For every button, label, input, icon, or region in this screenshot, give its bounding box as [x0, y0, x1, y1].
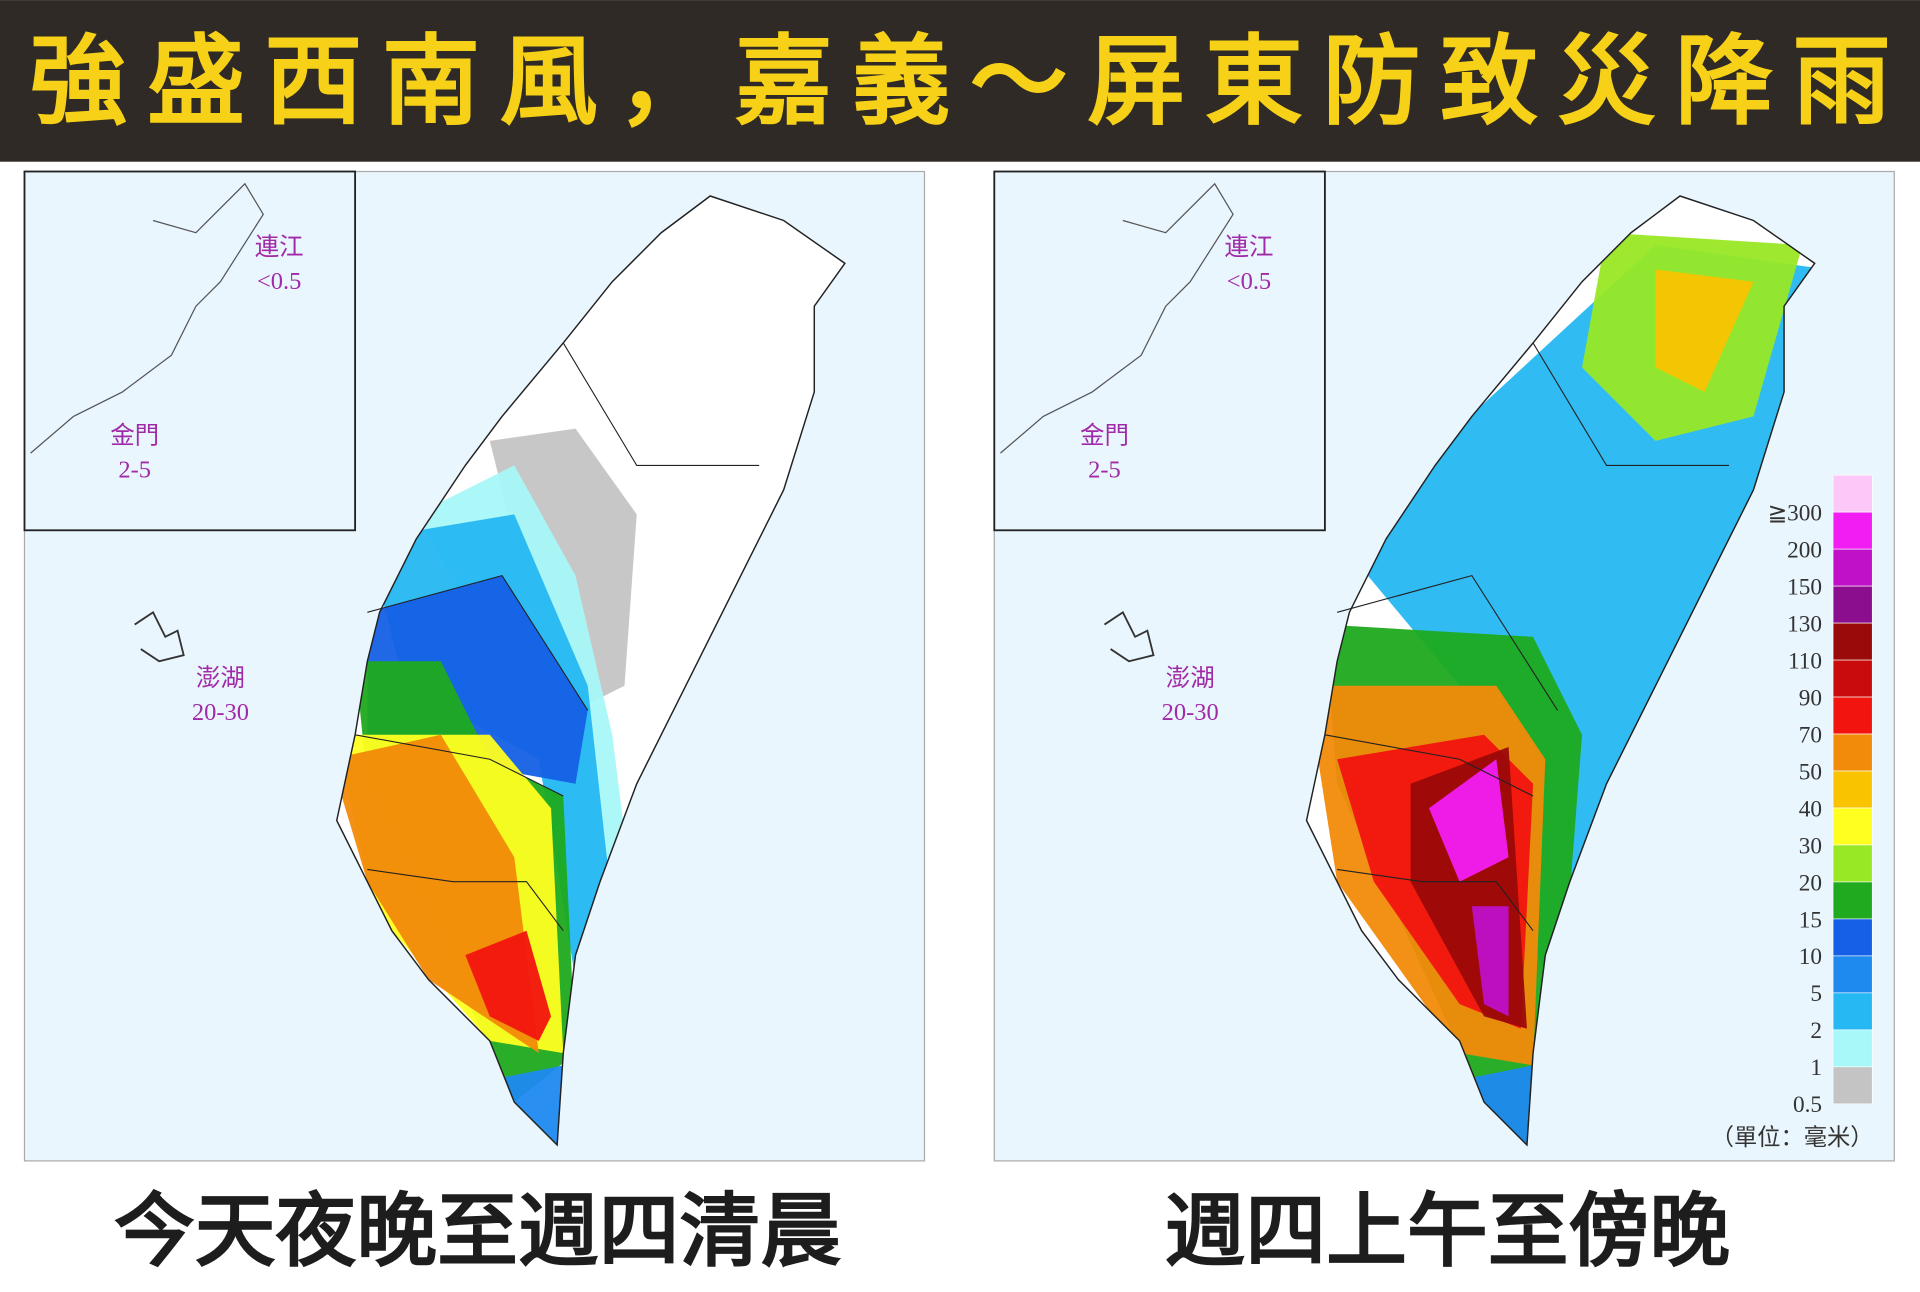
island-name: 澎湖 [196, 664, 245, 692]
county-border [355, 734, 564, 797]
legend-swatch [1832, 696, 1873, 735]
legend-swatch [1832, 807, 1873, 846]
header-bar [0, 0, 1920, 162]
island-name: 連江 [255, 233, 304, 261]
legend-label: 5 [1810, 981, 1822, 1007]
island-rainfall: 20-30 [192, 699, 249, 726]
legend-swatch [1832, 622, 1873, 661]
penghu-islands [1103, 610, 1155, 663]
legend-swatch [1832, 881, 1873, 920]
legend-swatch [1832, 474, 1873, 513]
legend-label: 40 [1799, 796, 1822, 822]
rain-area [1655, 269, 1754, 392]
legend-label: 50 [1799, 759, 1822, 785]
county-border [1324, 734, 1534, 797]
legend-swatch [1832, 770, 1873, 809]
legend-label: 110 [1788, 648, 1822, 674]
coastline [30, 182, 264, 454]
county-border [562, 342, 760, 466]
legend-swatch [1832, 548, 1873, 587]
rain-area [502, 1065, 564, 1145]
legend-unit: （單位：毫米） [1711, 1125, 1874, 1151]
penghu-islands [134, 610, 185, 663]
legend-label: 0.5 [1793, 1092, 1822, 1118]
island-name: 澎湖 [1166, 664, 1215, 692]
county-border [1532, 342, 1729, 466]
county-border [367, 574, 589, 711]
legend-label: 150 [1787, 574, 1822, 600]
panel-caption: 今天夜晚至週四清晨 [114, 1185, 841, 1279]
legend-label: 90 [1799, 685, 1822, 711]
legend: ≧300 200 150 130 110 90 70 50 40 30 20 15 10 5 2 1 0.5 （單… [1711, 474, 1874, 1151]
legend-label: ≧300 [1768, 500, 1822, 526]
island-rainfall: 2-5 [118, 457, 151, 484]
map-panel: 連江 <0.5 金門 2-5 澎湖 20-30 [993, 170, 1895, 1162]
island-rainfall: <0.5 [257, 268, 301, 295]
island-rainfall: <0.5 [1227, 268, 1271, 295]
county-border [1337, 868, 1534, 932]
legend-swatch [1832, 844, 1873, 883]
legend-label: 30 [1799, 833, 1822, 859]
island-name: 金門 [1080, 421, 1129, 449]
rainfall-layer [336, 196, 845, 1145]
legend-swatch [1832, 585, 1873, 624]
legend-label: 70 [1799, 722, 1822, 748]
legend-label: 15 [1799, 907, 1822, 933]
legend-swatch [1832, 955, 1873, 994]
rain-area [1428, 759, 1509, 882]
rain-area [1471, 906, 1509, 1017]
legend-swatch [1832, 1066, 1873, 1105]
taiwan-outline [335, 195, 846, 1147]
legend-label: 10 [1799, 944, 1822, 970]
legend-label: 20 [1799, 870, 1822, 896]
legend-swatch [1832, 1029, 1873, 1068]
legend-label: 200 [1787, 537, 1822, 563]
taiwan-outline [1305, 195, 1816, 1147]
legend-label: 2 [1810, 1018, 1822, 1044]
inset-frame [993, 170, 1326, 532]
panel-caption: 週四上午至傍晚 [1165, 1185, 1731, 1279]
island-name: 金門 [110, 421, 159, 449]
county-border [1336, 574, 1559, 711]
legend-label: 1 [1810, 1055, 1822, 1081]
legend-swatch [1832, 511, 1873, 550]
legend-swatch [1832, 992, 1873, 1031]
rain-area [1471, 1065, 1534, 1145]
legend-swatch [1832, 733, 1873, 772]
map-panel: 連江 <0.5 金門 2-5 澎湖 20-30 [23, 170, 926, 1162]
legend-swatch [1832, 918, 1873, 957]
legend-swatch [1832, 659, 1873, 698]
inset-frame [23, 170, 357, 532]
rain-area [465, 930, 552, 1041]
island-rainfall: 2-5 [1088, 457, 1121, 484]
island-rainfall: 20-30 [1162, 699, 1219, 726]
island-name: 連江 [1225, 233, 1274, 261]
coastline [1000, 182, 1234, 454]
county-border [367, 868, 564, 932]
legend-label: 130 [1787, 611, 1822, 637]
